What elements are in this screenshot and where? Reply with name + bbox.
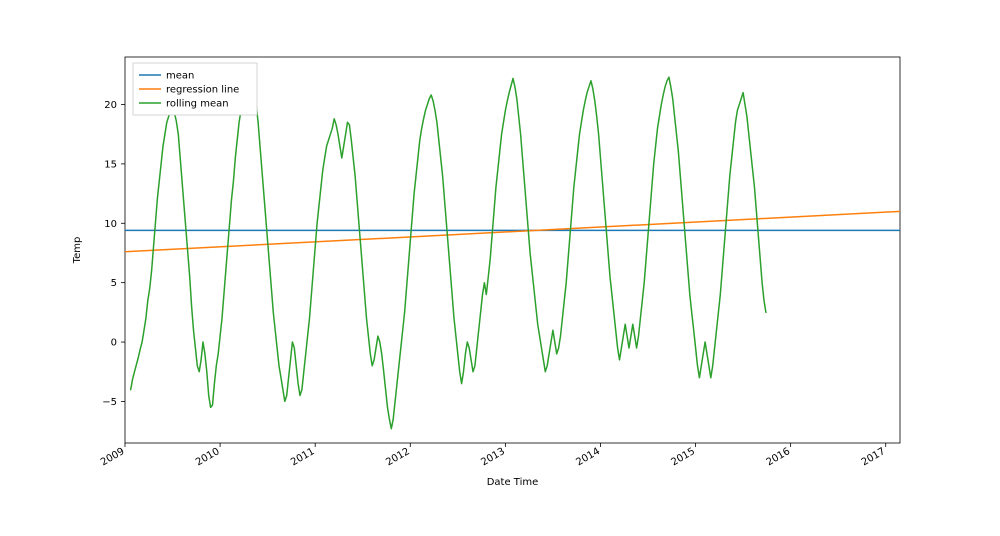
x-tick-label: 2015 [670,446,698,468]
y-tick-label: 5 [111,278,117,289]
y-tick-label: 20 [104,100,117,111]
x-tick-label: 2009 [99,446,127,468]
x-tick-label: 2013 [479,446,507,468]
y-tick-label: 0 [111,338,117,349]
y-axis-label: Temp [72,237,83,265]
y-tick-label: −5 [102,397,117,408]
temperature-chart: −5 0 5 10 15 20 Temp 2009 2010 2011 2012 2013 2014 20… [0,0,1000,536]
x-tick-label: 2011 [289,446,317,468]
x-tick-label: 2016 [765,446,793,468]
x-tick-label: 2012 [384,446,412,468]
legend-label: mean [166,71,194,82]
x-tick-label: 2010 [194,446,222,468]
chart-svg: −5 0 5 10 15 20 Temp 2009 2010 2011 2012 2013 2014 20… [0,0,1000,536]
x-tick-label: 2014 [574,446,602,468]
x-tick-label: 2017 [860,446,888,468]
series-regression [125,211,900,251]
y-tick-label: 15 [104,159,117,170]
series-rolling-mean [131,72,766,428]
y-tick-label: 10 [104,219,117,230]
legend-label: rolling mean [166,99,229,110]
legend-label: regression line [166,85,239,96]
x-axis-label: Date Time [487,477,539,488]
